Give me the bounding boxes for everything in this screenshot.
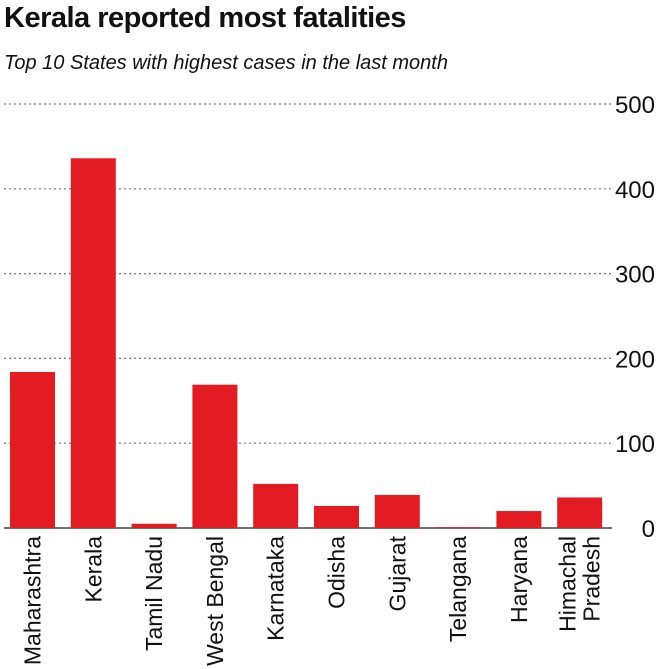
x-tick-label: Tamil Nadu: [141, 536, 167, 651]
bar-west-bengal: [192, 384, 238, 528]
x-tick-label: Gujarat: [384, 535, 410, 611]
x-tick-label-line: Kerala: [80, 536, 106, 603]
x-tick-label-line: Haryana: [506, 536, 532, 623]
y-tick-label: 300: [615, 262, 655, 289]
bar-himachal-pradesh: [557, 497, 603, 528]
x-tick-label-line: Karnataka: [263, 536, 289, 641]
y-tick-label: 0: [642, 516, 655, 543]
x-tick-label-line: Odisha: [324, 536, 350, 609]
bar-odisha: [314, 505, 359, 528]
x-tick-label-line: Telangana: [445, 536, 471, 642]
x-tick-label: Maharashtra: [20, 536, 46, 665]
x-tick-label: Karnataka: [263, 536, 289, 641]
y-tick-label: 400: [615, 177, 655, 204]
y-tick-label: 500: [615, 92, 655, 119]
y-tick-label: 200: [615, 346, 655, 373]
x-tick-label: Telangana: [445, 536, 471, 642]
x-tick-label-line: Himachal: [555, 536, 581, 632]
bar-gujarat: [374, 494, 420, 528]
x-tick-label-line: Pradesh: [579, 536, 605, 622]
bar-kerala: [70, 158, 116, 528]
bar-karnataka: [253, 483, 299, 528]
x-tick-label: Haryana: [506, 536, 532, 623]
x-tick-label-line: Gujarat: [384, 535, 410, 611]
x-tick-label: Odisha: [324, 536, 350, 609]
bar-haryana: [496, 511, 542, 528]
chart-subtitle: Top 10 States with highest cases in the …: [4, 52, 448, 74]
bar-tamil-nadu: [131, 523, 177, 528]
chart-title: Kerala reported most fatalities: [4, 2, 406, 34]
y-tick-label: 100: [615, 431, 655, 458]
bar-telangana: [435, 527, 481, 528]
x-tick-label-line: Tamil Nadu: [141, 536, 167, 651]
x-tick-label: Kerala: [80, 536, 106, 603]
x-tick-label-line: Maharashtra: [20, 536, 46, 665]
bar-maharashtra: [10, 371, 55, 528]
x-tick-label-line: West Bengal: [202, 536, 228, 666]
x-tick-label: West Bengal: [202, 536, 228, 666]
